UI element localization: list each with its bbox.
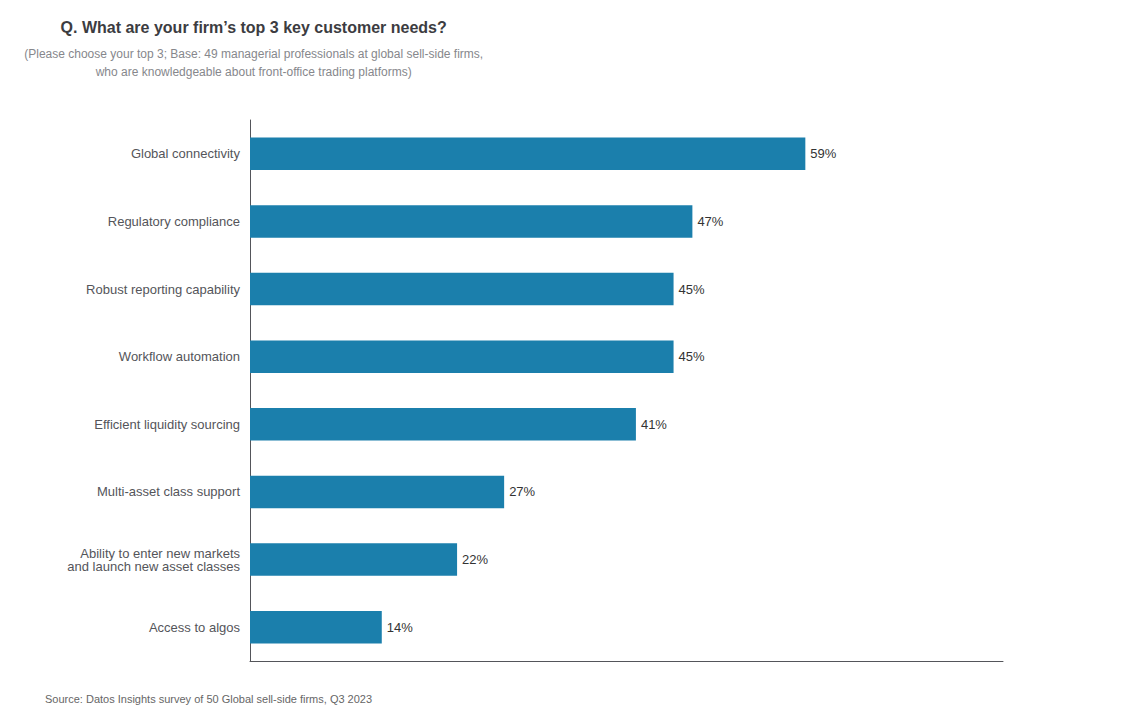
svg-text:Regulatory compliance: Regulatory compliance: [108, 214, 240, 229]
svg-text:Ability to enter new markets: Ability to enter new markets: [80, 545, 240, 561]
svg-text:Workflow automation: Workflow automation: [119, 349, 240, 364]
svg-text:14%: 14%: [387, 620, 413, 635]
svg-text:Global connectivity: Global connectivity: [131, 146, 241, 161]
svg-text:who are knowledgeable about fr: who are knowledgeable about front-office…: [95, 65, 412, 79]
svg-text:59%: 59%: [810, 146, 836, 161]
svg-text:22%: 22%: [462, 552, 488, 567]
svg-text:Efficient liquidity sourcing: Efficient liquidity sourcing: [94, 417, 240, 432]
svg-text:(Please choose your top 3; Bas: (Please choose your top 3; Base: 49 mana…: [24, 47, 483, 61]
svg-text:Multi-asset class support: Multi-asset class support: [97, 484, 240, 499]
svg-text:27%: 27%: [509, 484, 535, 499]
svg-text:and launch new asset classes: and launch new asset classes: [67, 559, 240, 574]
svg-text:Access to algos: Access to algos: [149, 620, 241, 635]
svg-text:47%: 47%: [697, 214, 723, 229]
svg-text:45%: 45%: [679, 349, 705, 364]
svg-text:Robust reporting capability: Robust reporting capability: [86, 282, 240, 297]
svg-text:Source: Datos Insights survey: Source: Datos Insights survey of 50 Glob…: [45, 693, 372, 705]
svg-text:41%: 41%: [641, 417, 667, 432]
svg-text:45%: 45%: [679, 282, 705, 297]
svg-text:Q. What are your firm’s top 3: Q. What are your firm’s top 3 key custom…: [61, 19, 447, 36]
